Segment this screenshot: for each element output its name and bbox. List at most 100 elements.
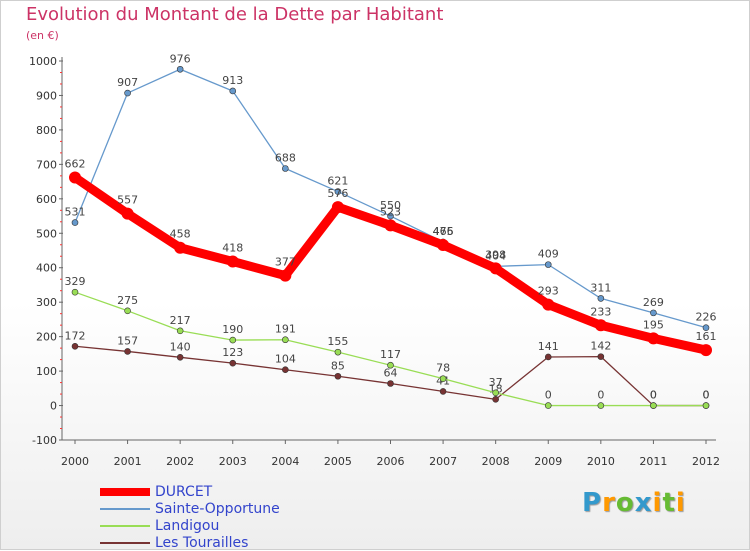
data-point [69, 171, 81, 184]
data-point [279, 269, 292, 282]
data-point [437, 238, 450, 251]
legend-label: Les Tourailles [155, 535, 249, 551]
logo-letter: P [582, 488, 603, 518]
data-point [71, 342, 79, 350]
data-label: 0 [545, 389, 552, 402]
data-label: 0 [650, 389, 657, 402]
data-point [229, 359, 237, 367]
data-label: 217 [170, 314, 191, 327]
legend-label: Sainte-Opportune [155, 501, 280, 517]
data-point [544, 402, 552, 409]
data-point [492, 389, 499, 397]
y-tick-label: 1000 [29, 55, 57, 68]
data-point [331, 201, 344, 214]
logo-letter: o [615, 488, 635, 518]
x-tick-label: 2011 [639, 455, 667, 468]
data-label: 0 [703, 389, 710, 402]
data-label: 37 [489, 376, 503, 389]
data-label: 78 [436, 362, 450, 375]
legend-swatch [100, 488, 150, 496]
x-tick-label: 2001 [114, 455, 142, 468]
logo-letter: i [652, 488, 663, 518]
y-tick-label: 100 [36, 365, 57, 378]
data-point [124, 307, 131, 315]
chart-title: Evolution du Montant de la Dette par Hab… [26, 4, 444, 25]
data-point [334, 372, 342, 380]
data-label: 172 [65, 329, 86, 342]
data-point [176, 327, 184, 335]
data-label: 140 [170, 340, 191, 353]
data-point [121, 207, 134, 220]
data-label: 550 [380, 199, 401, 212]
data-label: 117 [380, 348, 401, 361]
data-point [282, 336, 289, 344]
data-label: 226 [696, 311, 717, 324]
legend-swatch [100, 508, 150, 510]
data-label: 157 [117, 334, 138, 347]
data-label: 293 [538, 285, 559, 298]
data-point [700, 344, 712, 357]
data-label: 976 [170, 52, 191, 65]
data-point [71, 288, 79, 296]
legend-label: DURCET [155, 484, 213, 500]
logo-letter: t [662, 488, 676, 518]
x-tick-label: 2004 [271, 455, 299, 468]
data-label: 475 [433, 225, 454, 238]
data-label: 141 [538, 340, 559, 353]
data-label: 662 [65, 157, 86, 170]
data-label: 531 [65, 206, 86, 219]
data-label: 458 [170, 228, 191, 241]
data-label: 377 [275, 256, 296, 269]
y-tick-label: -100 [32, 434, 57, 447]
data-label: 523 [380, 205, 401, 218]
data-point [124, 89, 131, 97]
y-tick-label: 500 [36, 227, 57, 240]
legend-item: DURCET [100, 484, 360, 500]
data-point [387, 361, 394, 369]
data-label: 621 [327, 175, 348, 188]
data-point [542, 298, 555, 311]
data-label: 0 [597, 389, 604, 402]
x-tick-label: 2009 [534, 455, 562, 468]
data-label: 64 [384, 366, 398, 379]
data-point [282, 366, 289, 374]
legend-item: Sainte-Opportune [100, 501, 360, 517]
data-point [71, 219, 79, 226]
data-point [282, 165, 289, 172]
data-label: 311 [590, 281, 611, 294]
data-label: 191 [275, 323, 296, 336]
data-label: 190 [222, 323, 243, 336]
data-point [124, 348, 131, 355]
data-label: 404 [485, 249, 506, 262]
x-tick-label: 2002 [166, 455, 194, 468]
x-tick-label: 2000 [61, 455, 89, 468]
legend-item: Landigou [100, 518, 360, 534]
y-tick-label: 800 [36, 124, 57, 137]
x-tick-label: 2010 [587, 455, 615, 468]
proxiti-logo: Proxiti [582, 488, 686, 518]
data-point [597, 295, 605, 302]
y-tick-label: 700 [36, 158, 57, 171]
x-tick-label: 2007 [429, 455, 457, 468]
data-point [229, 87, 237, 95]
data-point [597, 402, 605, 409]
x-tick-label: 2008 [482, 455, 510, 468]
legend-swatch [100, 542, 150, 544]
y-tick-label: 600 [36, 193, 57, 206]
data-point [594, 319, 607, 332]
x-tick-label: 2006 [377, 455, 405, 468]
data-label: 0 [650, 389, 657, 402]
data-point [387, 212, 394, 220]
data-label: 0 [703, 389, 710, 402]
legend-swatch [100, 525, 150, 527]
data-point [439, 375, 447, 382]
data-point [174, 241, 187, 254]
data-label: 195 [643, 318, 664, 331]
legend-item: Les Tourailles [100, 535, 360, 551]
data-point [387, 380, 394, 387]
y-tick-label: 900 [36, 89, 57, 102]
y-tick-label: 200 [36, 331, 57, 344]
data-point [384, 219, 397, 232]
data-point [650, 402, 657, 409]
